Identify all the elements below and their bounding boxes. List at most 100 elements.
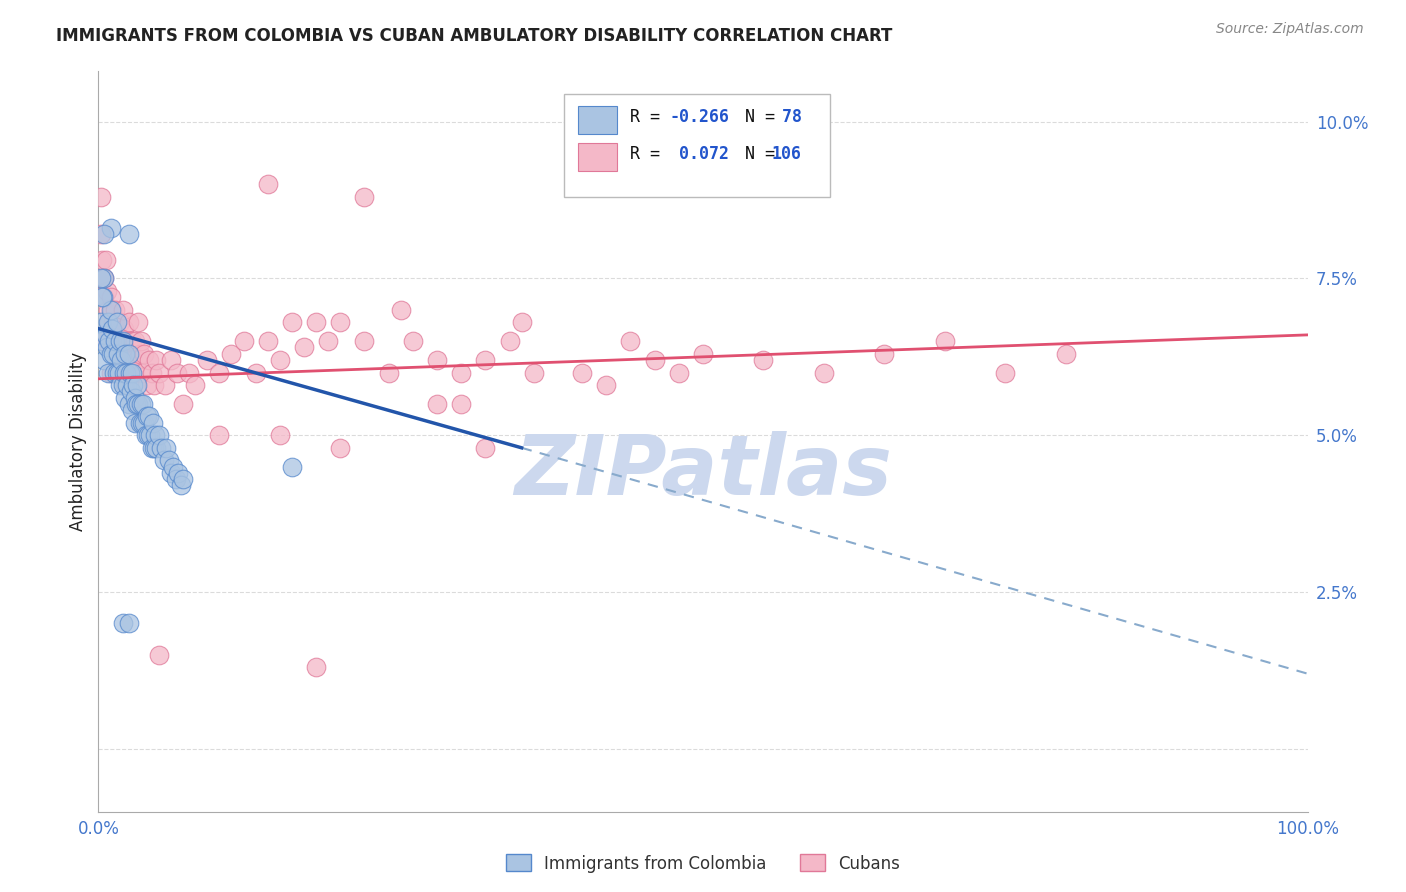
- Point: [1054, 347, 1077, 361]
- Point: [143, 441, 166, 455]
- Point: [121, 403, 143, 417]
- Point: [108, 347, 131, 361]
- Point: [172, 472, 194, 486]
- Point: [138, 353, 160, 368]
- Point: [107, 327, 129, 342]
- Point: [195, 353, 218, 368]
- Point: [135, 378, 157, 392]
- Point: [100, 302, 122, 317]
- Point: [162, 459, 184, 474]
- Point: [172, 397, 194, 411]
- Point: [125, 397, 148, 411]
- Point: [111, 334, 134, 348]
- Point: [450, 397, 472, 411]
- Point: [114, 347, 136, 361]
- Text: -0.266: -0.266: [669, 108, 730, 127]
- Point: [108, 334, 131, 348]
- Point: [150, 441, 173, 455]
- Point: [571, 366, 593, 380]
- Point: [135, 409, 157, 424]
- Point: [100, 347, 122, 361]
- Point: [111, 302, 134, 317]
- Text: 78: 78: [772, 108, 801, 127]
- Point: [100, 321, 122, 335]
- Point: [377, 366, 399, 380]
- Legend: Immigrants from Colombia, Cubans: Immigrants from Colombia, Cubans: [499, 847, 907, 880]
- Point: [103, 334, 125, 348]
- Point: [292, 340, 315, 354]
- Point: [124, 334, 146, 348]
- Point: [91, 334, 114, 348]
- Point: [107, 347, 129, 361]
- Point: [644, 353, 666, 368]
- Bar: [578, 144, 617, 171]
- Point: [124, 416, 146, 430]
- Point: [426, 397, 449, 411]
- Point: [94, 252, 117, 267]
- Point: [93, 334, 115, 348]
- Point: [148, 648, 170, 662]
- Point: [752, 353, 775, 368]
- Point: [105, 347, 128, 361]
- Point: [668, 366, 690, 380]
- Point: [523, 366, 546, 380]
- Point: [124, 366, 146, 380]
- Text: ZIPatlas: ZIPatlas: [515, 431, 891, 512]
- Point: [619, 334, 641, 348]
- Text: N =: N =: [724, 145, 785, 163]
- Point: [118, 227, 141, 242]
- Point: [692, 347, 714, 361]
- Point: [100, 221, 122, 235]
- Point: [97, 315, 120, 329]
- Text: N =: N =: [724, 108, 785, 127]
- Text: R =: R =: [630, 145, 671, 163]
- Point: [124, 391, 146, 405]
- Point: [97, 334, 120, 348]
- Point: [155, 441, 177, 455]
- Point: [160, 353, 183, 368]
- Point: [142, 416, 165, 430]
- Point: [165, 472, 187, 486]
- Point: [128, 416, 150, 430]
- Point: [329, 315, 352, 329]
- Point: [281, 459, 304, 474]
- Point: [98, 315, 121, 329]
- Point: [353, 190, 375, 204]
- Point: [101, 347, 124, 361]
- Point: [245, 366, 267, 380]
- Point: [91, 271, 114, 285]
- Point: [105, 366, 128, 380]
- Point: [134, 416, 156, 430]
- Point: [114, 378, 136, 392]
- Point: [93, 290, 115, 304]
- Text: Source: ZipAtlas.com: Source: ZipAtlas.com: [1216, 22, 1364, 37]
- Point: [138, 409, 160, 424]
- Point: [132, 397, 155, 411]
- Point: [221, 347, 243, 361]
- Text: R =: R =: [630, 108, 671, 127]
- Point: [208, 428, 231, 442]
- Point: [100, 366, 122, 380]
- Point: [131, 366, 153, 380]
- Point: [112, 366, 135, 380]
- Point: [121, 334, 143, 348]
- Point: [160, 466, 183, 480]
- Point: [120, 353, 142, 368]
- Point: [105, 315, 128, 329]
- Point: [269, 353, 291, 368]
- Point: [111, 616, 134, 631]
- Point: [127, 315, 149, 329]
- Point: [108, 366, 131, 380]
- Point: [129, 334, 152, 348]
- Point: [104, 302, 127, 317]
- Point: [115, 366, 138, 380]
- Point: [96, 284, 118, 298]
- Point: [110, 334, 132, 348]
- Point: [316, 334, 339, 348]
- Bar: [578, 106, 617, 135]
- Point: [157, 453, 180, 467]
- Point: [112, 321, 135, 335]
- Point: [97, 366, 120, 380]
- Point: [474, 441, 496, 455]
- Point: [143, 428, 166, 442]
